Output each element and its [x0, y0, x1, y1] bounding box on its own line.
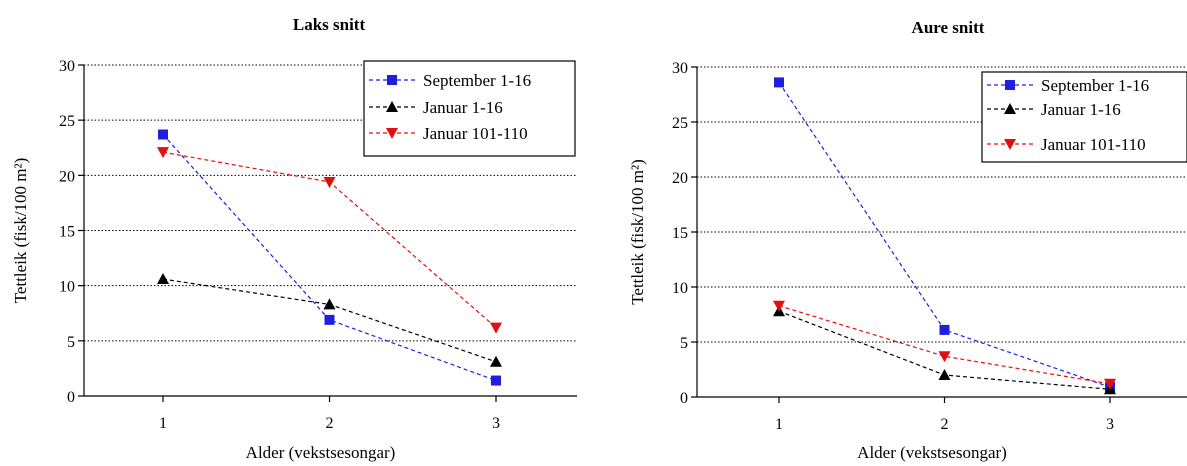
- y-tick-label: 30: [672, 60, 688, 77]
- legend-marker: [386, 128, 398, 139]
- chart-title: Laks snitt: [293, 15, 366, 34]
- y-tick-label: 10: [59, 279, 75, 296]
- series-3: [157, 147, 502, 334]
- y-tick-label: 0: [67, 389, 75, 406]
- series-3: [773, 300, 1116, 390]
- legend-entry: September 1-16: [1041, 76, 1149, 95]
- data-point: [938, 369, 951, 380]
- x-tick-label: 2: [941, 416, 949, 433]
- legend-entry: Januar 101-110: [1041, 135, 1146, 154]
- series-line: [162, 134, 497, 382]
- legend-marker: [1005, 80, 1015, 90]
- legend: September 1-16 Januar 1-16 Januar 101-110: [363, 60, 576, 157]
- data-point: [939, 324, 950, 335]
- series-1: [158, 129, 501, 386]
- legend-marker: [387, 75, 397, 85]
- x-tick-label: 2: [326, 415, 334, 432]
- x-tick-label: 3: [492, 415, 500, 432]
- y-tick-label: 20: [59, 168, 75, 185]
- data-point: [491, 375, 501, 386]
- data-point: [324, 314, 335, 325]
- x-axis-label: Alder (vekstsesongar): [246, 443, 396, 462]
- data-point: [157, 273, 169, 285]
- data-point: [158, 129, 168, 140]
- chart-panel-1: Laks snitt 0 5 10 15 20 25 30 1 2 3 Alder (vekstses…: [11, 15, 577, 462]
- y-tick-label: 20: [672, 170, 688, 187]
- y-tick-label: 5: [67, 334, 75, 351]
- legend-marker: [1004, 139, 1016, 150]
- data-point: [157, 147, 169, 159]
- y-tick-label: 25: [59, 113, 75, 130]
- y-axis-label: Tettleik (fisk/100 m²): [628, 159, 647, 305]
- data-point: [490, 322, 502, 334]
- y-axis-label: Tettleik (fisk/100 m²): [11, 158, 30, 304]
- x-tick-label: 1: [775, 416, 783, 433]
- legend-entry: Januar 1-16: [1041, 100, 1121, 119]
- y-tick-label: 25: [672, 115, 688, 132]
- y-tick-label: 30: [59, 58, 75, 75]
- data-point: [490, 355, 502, 367]
- legend-entry: Januar 101-110: [423, 124, 528, 143]
- legend-box: [363, 60, 576, 157]
- data-point: [773, 300, 785, 312]
- legend-entry: September 1-16: [423, 71, 531, 90]
- data-point: [774, 77, 784, 88]
- data-point: [1104, 378, 1116, 390]
- y-tick-label: 5: [680, 335, 688, 352]
- x-tick-label: 3: [1106, 416, 1114, 433]
- legend-marker: [1004, 103, 1016, 114]
- legend: September 1-16 Januar 1-16 Januar 101-110: [981, 71, 1187, 163]
- y-tick-label: 10: [672, 280, 688, 297]
- y-tick-label: 15: [59, 224, 75, 241]
- data-point: [323, 176, 336, 188]
- series-2: [773, 305, 1116, 395]
- chart-panel-2: Aure snitt 0 5 10 15 20 25 30 1 2 3 Alder (vekstses…: [628, 18, 1187, 462]
- y-tick-label: 15: [672, 225, 688, 242]
- y-tick-label: 0: [680, 390, 688, 407]
- legend-box: [981, 71, 1187, 163]
- series-line: [778, 305, 1111, 385]
- legend-entry: Januar 1-16: [423, 98, 503, 117]
- x-tick-label: 1: [159, 415, 167, 432]
- x-axis-label: Alder (vekstsesongar): [857, 443, 1007, 462]
- legend-marker: [386, 101, 398, 112]
- data-point: [323, 298, 336, 310]
- chart-title: Aure snitt: [912, 18, 985, 37]
- data-point: [938, 351, 951, 363]
- series-2: [157, 273, 502, 367]
